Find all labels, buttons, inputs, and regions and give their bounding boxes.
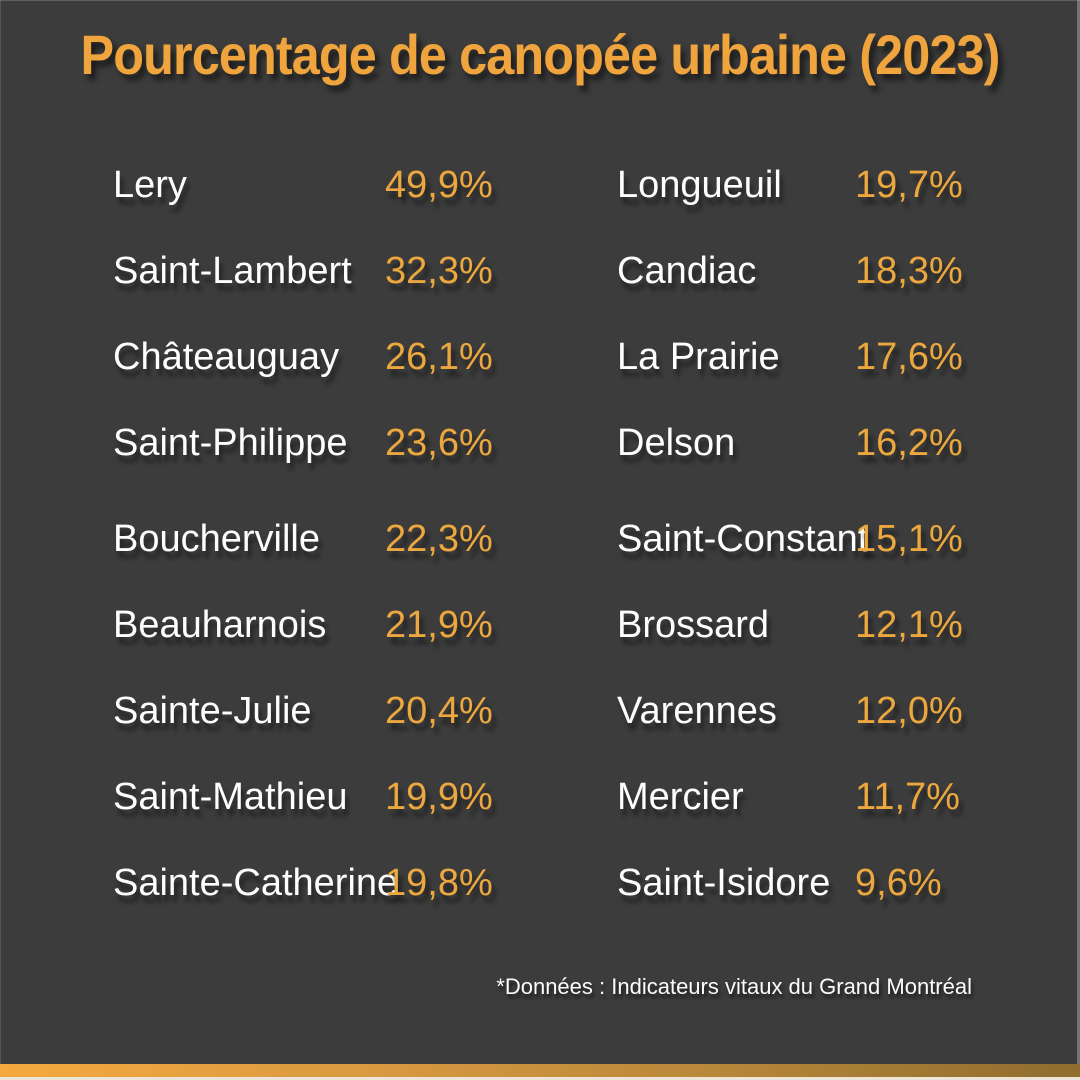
city-value: 19,7% [855, 163, 963, 206]
table-row: Longueuil 19,7% [617, 142, 963, 228]
table-row: Châteauguay 26,1% [113, 314, 493, 400]
table-row: Saint-Isidore 9,6% [617, 840, 963, 926]
city-name: Lery [113, 163, 187, 206]
table-row: Boucherville 22,3% [113, 496, 493, 582]
city-name: Sainte-Julie [113, 689, 312, 732]
table-row: La Prairie 17,6% [617, 314, 963, 400]
city-value: 9,6% [855, 861, 942, 904]
table-column-left: Lery 49,9% Saint-Lambert 32,3% Châteaugu… [113, 142, 493, 926]
city-value: 23,6% [385, 421, 493, 464]
city-name: La Prairie [617, 335, 780, 378]
city-name: Sainte-Catherine [113, 861, 399, 904]
page-title: Pourcentage de canopée urbaine (2023) [80, 23, 1000, 86]
table-row: Brossard 12,1% [617, 582, 963, 668]
city-name: Boucherville [113, 517, 320, 560]
table-row: Lery 49,9% [113, 142, 493, 228]
accent-gradient-bar [0, 1064, 1080, 1077]
city-name: Delson [617, 421, 736, 464]
table-row: Sainte-Julie 20,4% [113, 668, 493, 754]
table-row: Candiac 18,3% [617, 228, 963, 314]
table-row: Saint-Lambert 32,3% [113, 228, 493, 314]
data-source-note: *Données : Indicateurs vitaux du Grand M… [496, 974, 972, 999]
table-row: Beauharnois 21,9% [113, 582, 493, 668]
city-value: 11,7% [855, 775, 960, 818]
city-name: Saint-Lambert [113, 249, 352, 292]
city-value: 49,9% [385, 163, 493, 206]
table-row: Sainte-Catherine 19,8% [113, 840, 493, 926]
city-name: Longueuil [617, 163, 782, 206]
table-row: Varennes 12,0% [617, 668, 963, 754]
table-row: Saint-Constant 15,1% [617, 496, 963, 582]
table-row: Saint-Philippe 23,6% [113, 400, 493, 486]
city-value: 12,0% [855, 689, 963, 732]
city-value: 26,1% [385, 335, 493, 378]
city-name: Varennes [617, 689, 777, 732]
city-name: Saint-Mathieu [113, 775, 348, 818]
city-name: Saint-Constant [617, 517, 869, 560]
city-value: 22,3% [385, 517, 493, 560]
city-name: Mercier [617, 775, 744, 818]
city-value: 18,3% [855, 249, 963, 292]
city-value: 21,9% [385, 603, 493, 646]
city-value: 19,8% [385, 861, 493, 904]
city-name: Candiac [617, 249, 757, 292]
table-row: Mercier 11,7% [617, 754, 963, 840]
table-row: Saint-Mathieu 19,9% [113, 754, 493, 840]
city-name: Saint-Philippe [113, 421, 348, 464]
city-name: Saint-Isidore [617, 861, 831, 904]
city-value: 16,2% [855, 421, 963, 464]
table-row: Delson 16,2% [617, 400, 963, 486]
city-value: 15,1% [855, 517, 963, 560]
city-value: 17,6% [855, 335, 963, 378]
city-name: Châteauguay [113, 335, 340, 378]
table-column-right: Longueuil 19,7% Candiac 18,3% La Prairie… [617, 142, 963, 926]
city-value: 12,1% [855, 603, 963, 646]
bottom-edge-strip [0, 1077, 1080, 1080]
city-value: 20,4% [385, 689, 493, 732]
city-name: Brossard [617, 603, 770, 646]
city-value: 32,3% [385, 249, 493, 292]
city-name: Beauharnois [113, 603, 327, 646]
city-value: 19,9% [385, 775, 493, 818]
